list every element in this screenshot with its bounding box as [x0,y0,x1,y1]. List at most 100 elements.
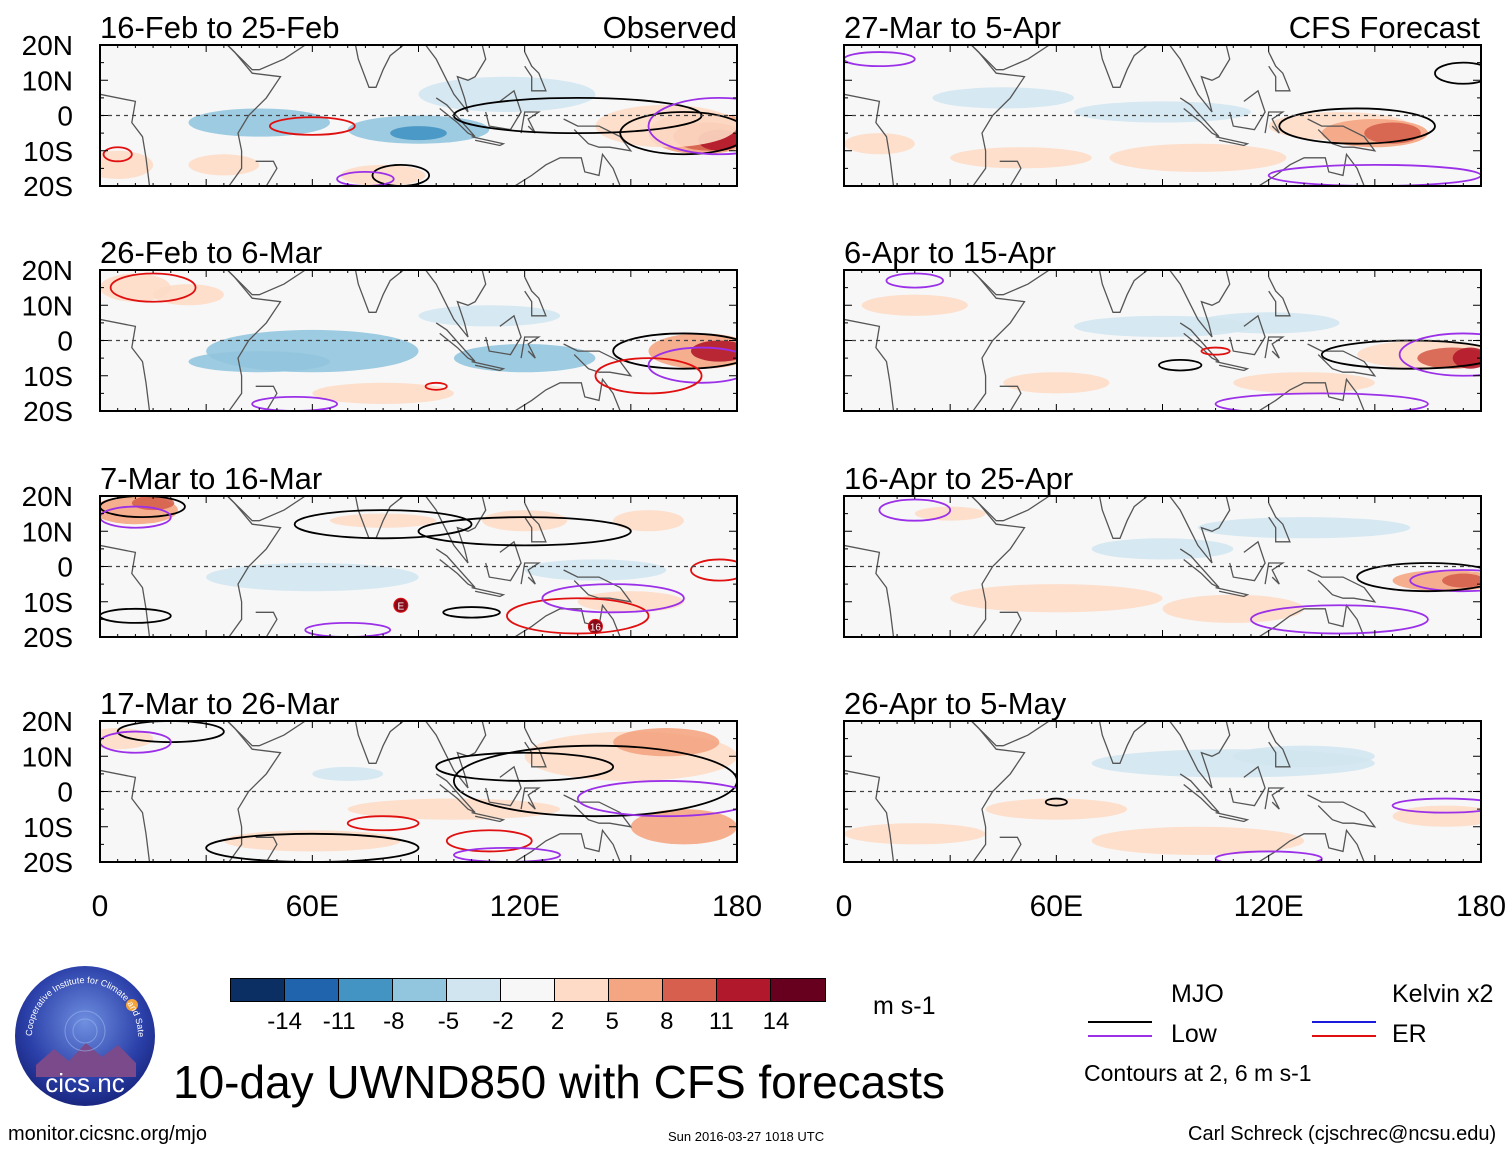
colorbar-swatch [447,979,501,1001]
borneo-outline [485,89,522,131]
lat-label: 0 [57,777,73,808]
arabia-outline [226,721,306,747]
panel-title: 6-Apr to 15-Apr [844,235,1056,270]
figure-title: 10-day UWND850 with CFS forecasts [173,1056,946,1108]
lon-label: 120E [490,890,560,923]
wind-anomaly-area [861,294,968,316]
wave-contour [844,51,916,68]
madagascar-outline [255,160,278,186]
new-guinea-outline [563,794,633,828]
africa-outline [100,45,282,186]
panel-title: 27-Mar to 5-Apr [844,10,1061,45]
lat-label: 10N [22,290,73,321]
madagascar-outline [255,611,278,637]
lon-label: 120E [1234,890,1304,923]
wind-anomaly-area [1091,538,1234,560]
colorbar-swatch [393,979,447,1001]
wind-anomaly-area [985,798,1128,820]
wave-contour [453,847,561,862]
colorbar-tick-label: -11 [322,1008,356,1035]
lat-label: 20S [23,622,73,653]
philippines-outline [1268,276,1291,317]
wave-contour [1391,797,1481,814]
contour-note: Contours at 2, 6 m s-1 [1084,1060,1312,1086]
wind-anomaly-area [188,108,331,137]
philippines-outline [1268,727,1291,768]
new-guinea-outline [1307,343,1377,377]
wave-contour [453,744,737,818]
borneo-outline [485,314,522,356]
wave-contour [1320,339,1481,370]
new-guinea-outline [563,569,633,603]
wind-anomaly-area [1233,745,1375,767]
wind-anomaly-area [1074,101,1251,123]
wind-anomaly-area [453,344,596,373]
lat-label: 10S [23,812,73,843]
wave-contour [1434,61,1481,85]
wind-anomaly-area [914,506,986,521]
legend-line-er [1312,1035,1376,1037]
wind-anomaly-area [1452,347,1481,369]
africa-outline [100,721,282,862]
wave-contour [506,597,650,635]
philippines-outline [524,276,547,317]
footer-url[interactable]: monitor.cicsnc.org/mjo [8,1123,207,1145]
madagascar-outline [999,385,1022,411]
wave-contour [1356,562,1481,593]
sumatra-outline [1179,773,1220,814]
storm-marker [587,618,603,634]
philippines-outline [1268,51,1291,92]
panel-title: 17-Mar to 26-Mar [100,686,339,721]
madagascar-outline [999,836,1022,862]
philippines-outline [1268,502,1291,543]
wave-contour [100,730,172,754]
storm-marker [393,597,409,613]
borneo-outline [1229,314,1266,356]
wind-anomaly-area [1003,372,1110,394]
wind-anomaly-area [613,510,684,532]
colorbar-units: m s-1 [873,992,936,1020]
colorbar-swatch [717,979,771,1001]
wave-contour [1278,107,1436,145]
sumatra-outline [1179,97,1220,138]
india-outline [1081,45,1159,88]
australia-outline [1257,377,1365,411]
colorbar-swatch [501,979,555,1001]
arabia-outline [226,45,306,71]
wave-contour [1398,332,1481,377]
lat-label: 10S [23,361,73,392]
colorbar-tick-label: 2 [550,1008,565,1035]
colorbar-swatch [771,979,825,1001]
wave-contour [442,606,501,619]
wave-contour [424,381,448,391]
wave-contour [612,332,737,370]
lon-label: 180 [1456,890,1506,923]
map-panels: 16-Feb to 25-Feb 20N 10N 0 10S 20S 27-Mar to 5… [22,10,1506,923]
arabia-outline [970,721,1050,747]
wind-anomaly-area [347,798,561,820]
wind-anomaly-area [1197,312,1340,334]
lon-label: 0 [92,890,109,923]
wind-anomaly-area [1364,122,1421,144]
colorbar-swatch [339,979,393,1001]
sumatra-outline [435,773,476,814]
se-asia-outline [1169,270,1231,338]
legend-line-kelvin [1312,1021,1376,1023]
legend-label-kelvin: Kelvin x2 [1392,980,1494,1008]
wind-anomaly-area [630,809,737,845]
new-guinea-outline [563,118,633,152]
se-asia-outline [1169,721,1231,789]
map-panel-2: 27-Mar to 5-Apr [843,10,1482,187]
wave-contour [417,516,632,547]
panel-title: 26-Apr to 5-May [844,686,1067,721]
colorbar-tick-label: 14 [762,1008,790,1035]
wind-anomaly-area [524,559,667,581]
wave-contour [1267,163,1481,186]
wind-anomaly-area [932,87,1075,109]
india-outline [337,270,415,313]
wave-contour [1044,797,1068,807]
storm-label: 16 [590,622,602,633]
colorbar-tick-label: -14 [267,1008,302,1035]
se-asia-outline [1169,496,1231,564]
map-panel-1: 16-Feb to 25-Feb 20N 10N 0 10S 20S [22,10,738,202]
